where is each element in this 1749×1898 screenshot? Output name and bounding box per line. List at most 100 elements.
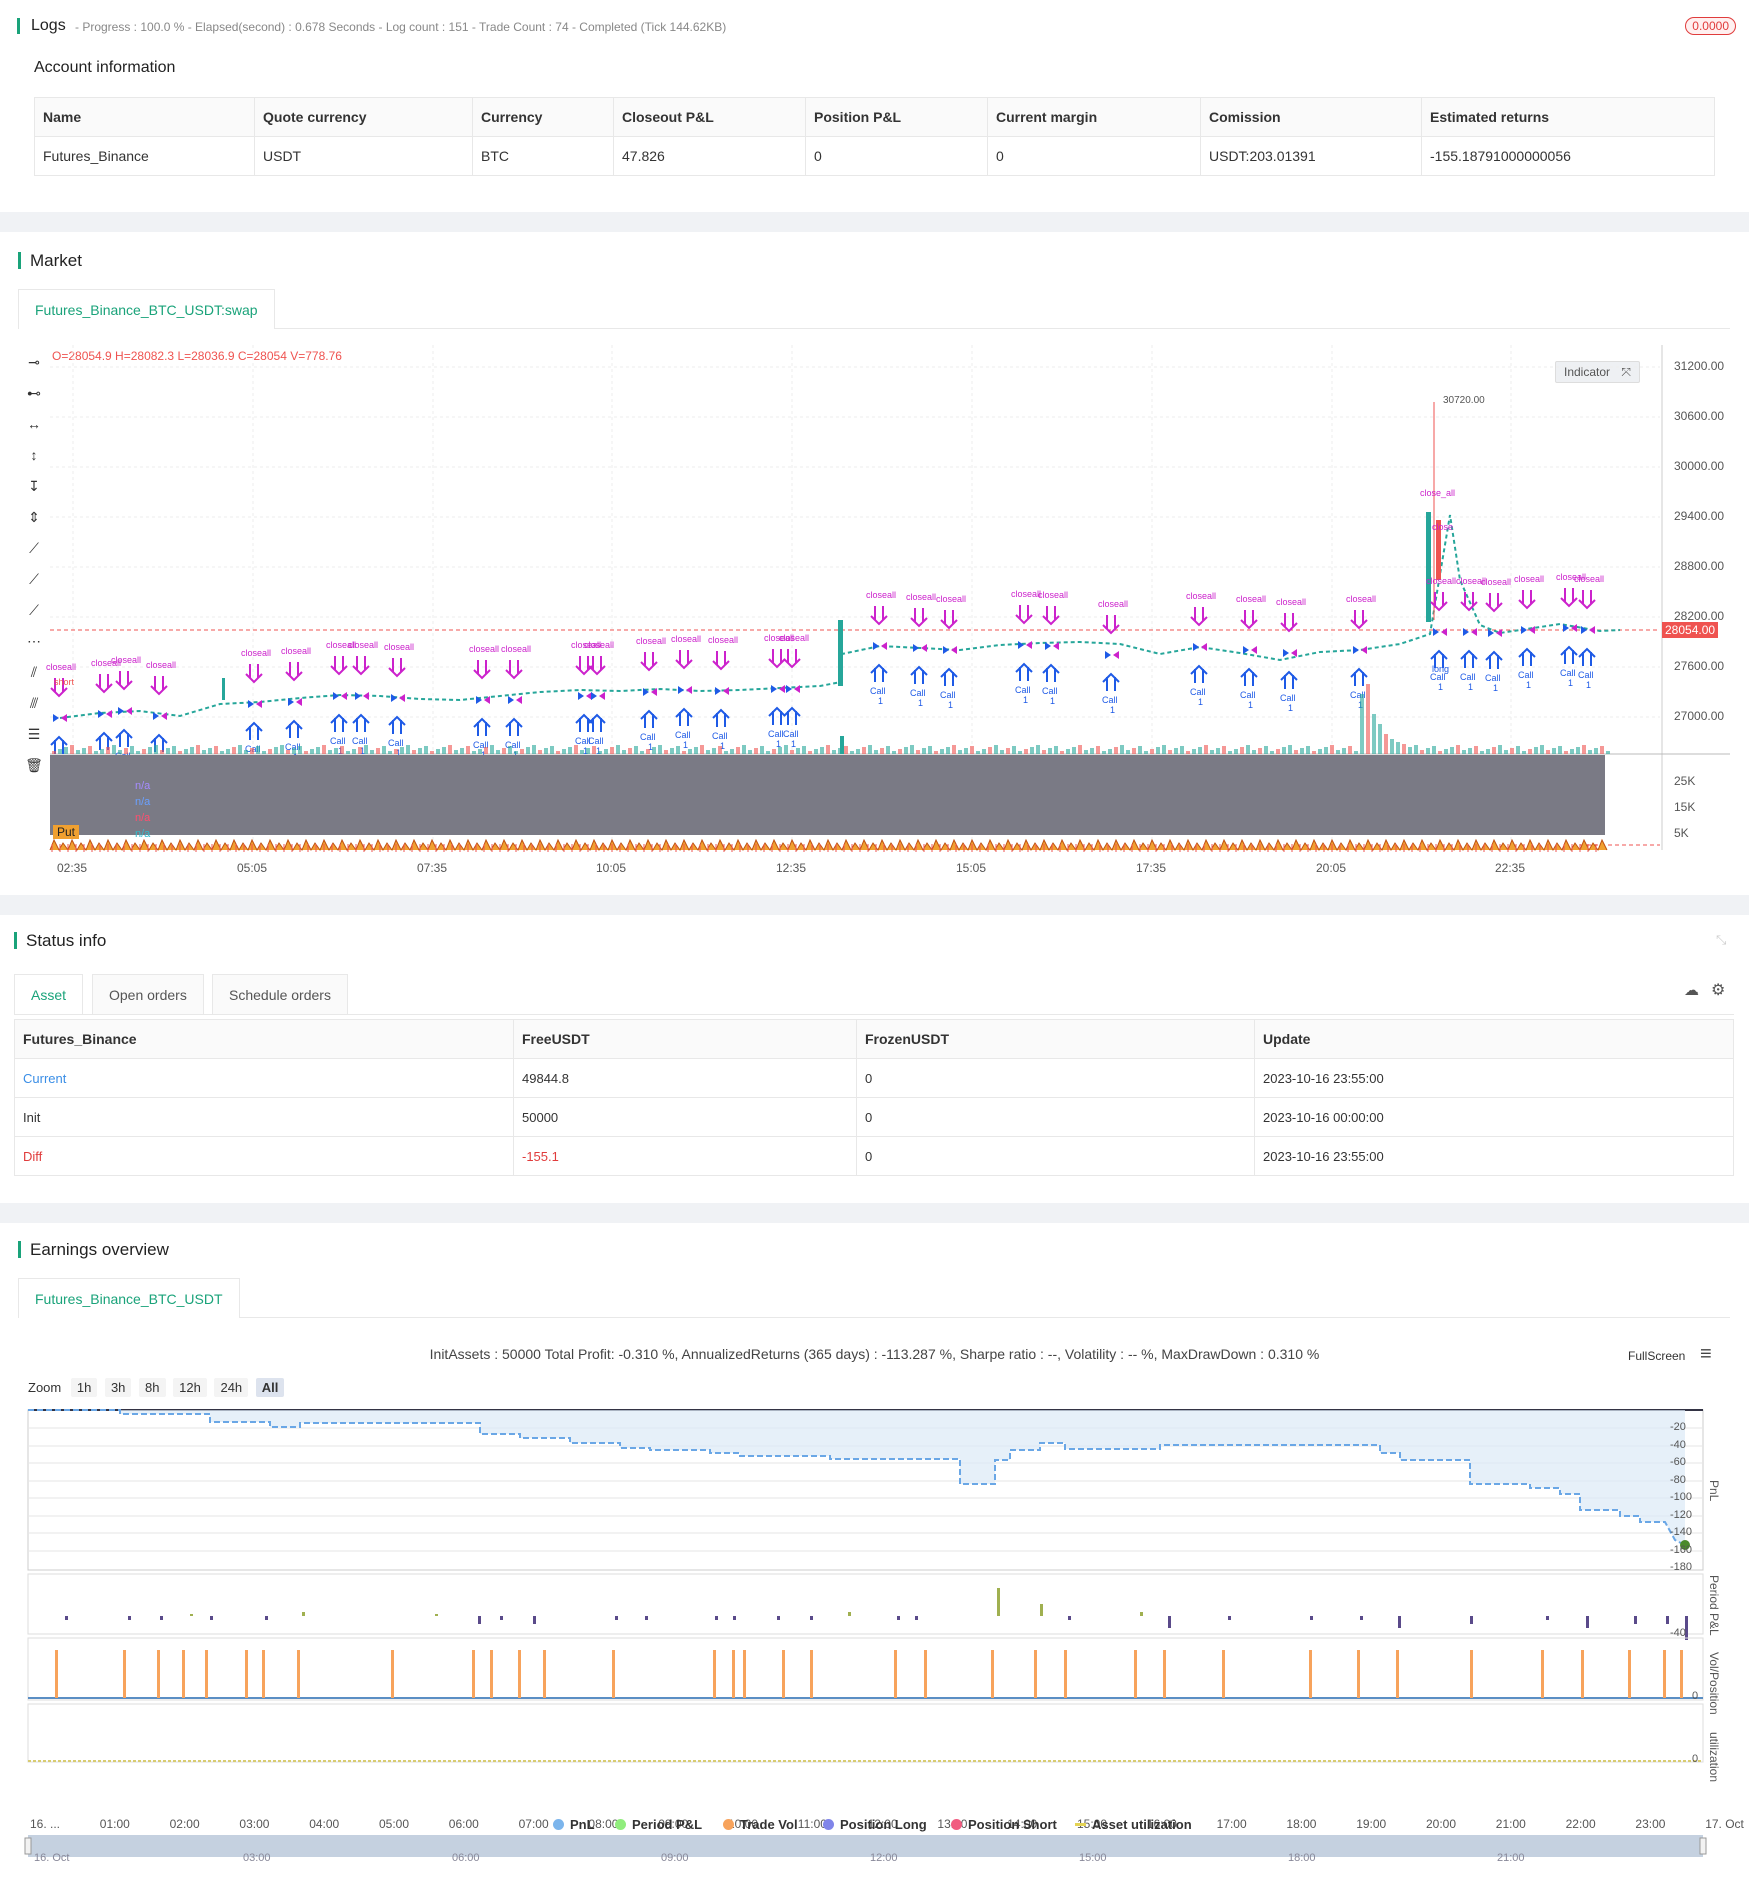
close-arrow-icon [783,649,801,669]
volume-bar [844,746,848,754]
x-tick: 17:35 [1136,861,1167,875]
logs-accent-bar [17,18,20,34]
marker-triangle [1026,641,1032,649]
volume-bar [1228,751,1232,754]
horizontal-segment-icon[interactable]: ↔ [27,416,41,432]
cloud-download-icon[interactable]: ☁ [1684,982,1699,999]
volume-bar [1312,751,1316,754]
legend-period-pnl[interactable]: Period P&L [615,1817,702,1832]
volume-bar [1378,724,1382,754]
tab-schedule-orders[interactable]: Schedule orders [212,974,348,1014]
util-tick: 0 [1692,1753,1699,1765]
navigator[interactable] [28,1835,1703,1857]
zoom-bar: Zoom 1h 3h 8h 12h 24h All [28,1378,288,1397]
legend-position-long[interactable]: Position Long [823,1817,927,1832]
tab-earnings-symbol[interactable]: Futures_Binance_BTC_USDT [18,1278,240,1318]
navigator-right-handle[interactable] [1699,1837,1707,1855]
fib-icon[interactable]: ☰ [27,726,41,742]
marker-triangle [686,686,692,694]
volume-bar [766,751,770,754]
volume-bar [280,745,284,754]
volume-bar [802,746,806,754]
zoom-24h-button[interactable]: 24h [214,1378,249,1397]
marker-label-call: Call [910,688,926,698]
marker-label-closeall: closeall [1346,594,1376,604]
x-tick: 17:00 [1216,1817,1247,1831]
zoom-12h-button[interactable]: 12h [173,1378,207,1397]
volume-bar [580,750,584,754]
volume-bar [778,747,782,754]
volume-bar [898,749,902,754]
tab-market-symbol[interactable]: Futures_Binance_BTC_USDT:swap [18,289,275,329]
horizontal-ray-icon[interactable]: ⊷ [27,385,41,401]
fullscreen-label[interactable]: FullScreen [1628,1349,1686,1363]
marker-triangle [651,688,657,696]
marker-triangle [1589,626,1595,634]
trade-vol-bar [1134,1650,1137,1698]
volume-bar [688,749,692,754]
legend-pnl[interactable]: PnL [553,1817,595,1832]
y-tick: 30000.00 [1674,459,1725,473]
axis-title-vol: Vol/Position [1707,1652,1721,1715]
marker-label-closeall: closeall [1236,594,1266,604]
volume-bar [376,748,380,754]
volume-bar [724,751,728,754]
entry-arrow-icon [115,728,133,747]
row-label-diff: Diff [14,1136,514,1176]
volume-bar [1252,750,1256,754]
collapse-icon[interactable]: ⤡ [1716,932,1727,947]
zoom-8h-button[interactable]: 8h [139,1378,166,1397]
x-tick: 10:05 [596,861,627,875]
trash-icon[interactable]: 🗑 [25,757,43,773]
zoom-3h-button[interactable]: 3h [104,1378,132,1397]
volume-bar [1516,746,1520,754]
marker-triangle [881,642,887,650]
channel-icon[interactable]: ⫻ [29,695,39,711]
volume-bar [256,746,260,754]
close-arrow-icon [940,610,958,630]
marker-triangle [913,644,919,652]
tab-open-orders[interactable]: Open orders [92,974,204,1014]
volume-bar [382,746,386,754]
menu-icon[interactable]: ≡ [1700,1343,1712,1365]
horizontal-line-icon[interactable]: ⊸ [28,354,40,370]
volume-bar [358,747,362,754]
volume-bar [52,751,56,754]
legend-asset-utilization[interactable]: Asset utilization [1075,1817,1192,1832]
legend-position-short[interactable]: Position Short [951,1817,1057,1832]
logs-badge[interactable]: 0.0000 [1685,17,1736,35]
volume-bar [1084,750,1088,754]
ray-line-icon[interactable]: ⟋ [29,571,39,587]
price-line-icon[interactable]: ⋯ [27,633,41,649]
volume-bar [430,751,434,754]
legend-trade-vol[interactable]: Trade Vol [723,1817,798,1832]
marker-triangle [1563,624,1569,632]
tab-asset[interactable]: Asset [14,974,84,1014]
volume-bar [514,751,518,754]
parallel-lines-icon[interactable]: ⫽ [30,664,38,680]
trade-vol-bar [518,1650,521,1698]
vertical-segment-icon[interactable]: ⇕ [28,509,40,525]
volume-bar [964,748,968,754]
volume-bar [598,751,602,754]
marker-triangle [1441,628,1447,636]
close-arrow-icon [245,664,263,684]
zoom-all-button[interactable]: All [255,1378,285,1397]
navigator-left-handle[interactable] [24,1837,32,1855]
marker-triangle [715,687,721,695]
volume-bar [1276,749,1280,754]
vertical-ray-icon[interactable]: ↧ [28,478,40,494]
settings-gear-icon[interactable]: ⚙ [1711,982,1726,999]
marker-label-closeall: closeall [384,642,414,652]
volume-bar [940,749,944,754]
trend-line-icon[interactable]: ⟋ [29,540,39,556]
vertical-line-icon[interactable]: ↕ [30,447,38,463]
zoom-1h-button[interactable]: 1h [70,1378,98,1397]
volume-bar [1462,750,1466,754]
volume-bar [1036,745,1040,754]
legend-label: Trade Vol [740,1817,798,1832]
x-tick: 04:00 [309,1817,340,1831]
segment-line-icon[interactable]: ⟋ [29,602,39,618]
